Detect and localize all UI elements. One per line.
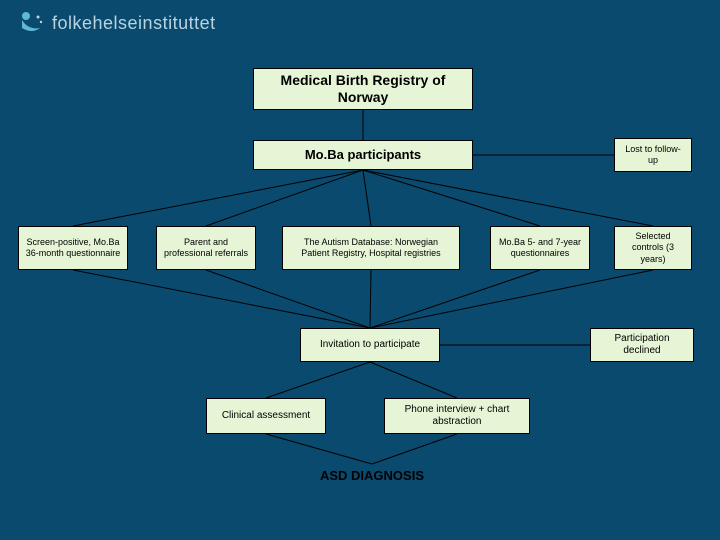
flowchart: Medical Birth Registry of Norway Mo.Ba pa… [0, 0, 720, 540]
flow-node-n6: The Autism Database: Norwegian Patient R… [282, 226, 460, 270]
flow-node-n12: Phone interview + chart abstraction [384, 398, 530, 434]
flow-node-n1: Medical Birth Registry of Norway [253, 68, 473, 110]
flow-node-n10: Participation declined [590, 328, 694, 362]
flow-node-n13: ASD DIAGNOSIS [292, 464, 452, 488]
flow-node-n5: Parent and professional referrals [156, 226, 256, 270]
flow-node-n2: Mo.Ba participants [253, 140, 473, 170]
flow-node-n7: Mo.Ba 5- and 7-year questionnaires [490, 226, 590, 270]
flow-node-n4: Screen-positive, Mo.Ba 36-month question… [18, 226, 128, 270]
flow-node-n8: Selected controls (3 years) [614, 226, 692, 270]
flow-node-n11: Clinical assessment [206, 398, 326, 434]
flow-node-n3: Lost to follow-up [614, 138, 692, 172]
flow-node-n9: Invitation to participate [300, 328, 440, 362]
